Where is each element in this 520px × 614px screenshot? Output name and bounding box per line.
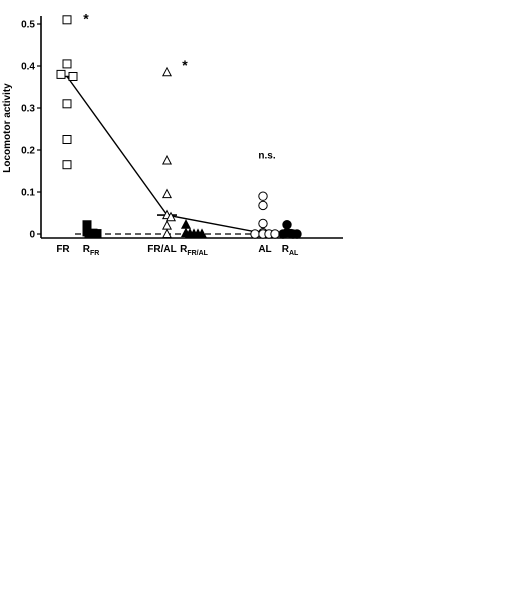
y-tick-label: 0.1 [21, 188, 35, 199]
median-line-solid [66, 76, 264, 234]
y-axis-ticks: 0 0.1 0.2 0.3 0.4 0.5 [21, 20, 41, 241]
data-point [161, 188, 173, 199]
significance-label: * [83, 11, 89, 27]
data-point [161, 220, 173, 230]
y-tick-label: 0.2 [21, 146, 35, 157]
data-point [258, 191, 268, 201]
data-point [68, 72, 78, 81]
data-point [62, 15, 72, 25]
significance-label: * [182, 57, 188, 73]
data-point [62, 135, 72, 144]
data-point [270, 229, 280, 239]
data-point [258, 200, 268, 211]
x-category-label: RAL [282, 244, 299, 257]
data-point [165, 211, 177, 222]
significance-annotations: * * n.s. [83, 11, 276, 162]
data-point [62, 99, 72, 109]
y-tick-label: 0.4 [21, 62, 35, 73]
data-point [278, 229, 288, 239]
data-points [56, 15, 302, 239]
data-point [282, 220, 292, 230]
data-point [161, 154, 173, 165]
y-axis-label: Locomotor activity [2, 83, 13, 173]
data-point [62, 59, 72, 69]
data-point [258, 218, 268, 229]
x-category-label: RFR/AL [180, 244, 209, 257]
y-tick-label: 0.3 [21, 104, 35, 115]
data-point [62, 160, 72, 170]
data-point [161, 66, 173, 77]
significance-label: n.s. [258, 150, 275, 161]
y-tick-label: 0 [29, 230, 35, 241]
x-category-label: RFR [83, 244, 100, 257]
data-point [250, 229, 260, 239]
y-tick-label: 0.5 [21, 20, 35, 31]
x-axis-categories: FR RFR FR/AL RFR/AL AL RAL [56, 244, 299, 257]
data-point [161, 228, 173, 238]
data-point [56, 69, 66, 79]
x-category-label: FR/AL [147, 244, 176, 255]
chart-axes [40, 16, 343, 239]
x-category-label: FR [56, 244, 70, 255]
data-point [292, 229, 302, 239]
data-point [180, 219, 192, 229]
x-category-label: AL [258, 244, 271, 255]
data-point [90, 229, 100, 239]
data-point [196, 228, 208, 238]
